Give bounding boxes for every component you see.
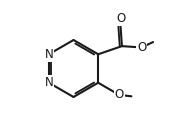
Text: O: O <box>137 41 146 54</box>
Text: N: N <box>44 48 53 61</box>
Text: N: N <box>44 76 53 89</box>
Text: O: O <box>115 89 124 101</box>
Text: O: O <box>116 12 125 25</box>
